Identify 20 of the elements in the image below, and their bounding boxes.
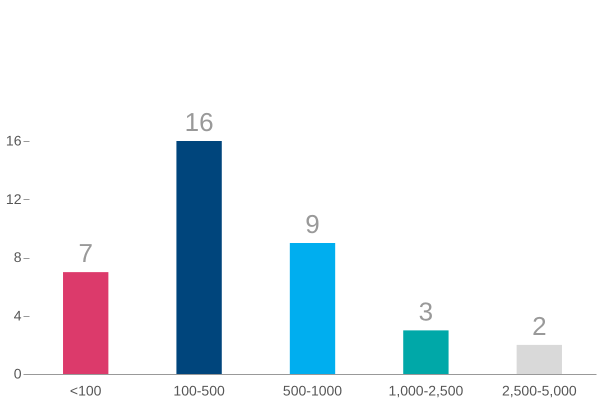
data-label: 3 [418, 296, 434, 326]
data-label: 2 [532, 310, 547, 341]
data-label: 7 [78, 238, 93, 268]
data-label: 16 [184, 107, 214, 137]
data-label: 9 [305, 208, 320, 239]
y-tick-label: 12 [6, 190, 22, 207]
x-tick-label: 2,500-5,000 [502, 382, 577, 398]
y-tick-label: 4 [14, 307, 22, 324]
bar [516, 344, 562, 374]
x-tick-label: 100-500 [173, 382, 225, 398]
y-tick-label: 16 [6, 132, 22, 148]
x-tick-label: 1,000-2,500 [388, 382, 464, 398]
bar [63, 272, 108, 374]
x-tick-label: <100 [70, 382, 102, 398]
bar [176, 141, 222, 374]
bar [403, 330, 449, 374]
bar [290, 242, 336, 374]
y-tick-label: 8 [14, 249, 22, 265]
y-tick-label: 0 [14, 366, 22, 382]
x-tick-label: 500-1000 [282, 382, 342, 398]
